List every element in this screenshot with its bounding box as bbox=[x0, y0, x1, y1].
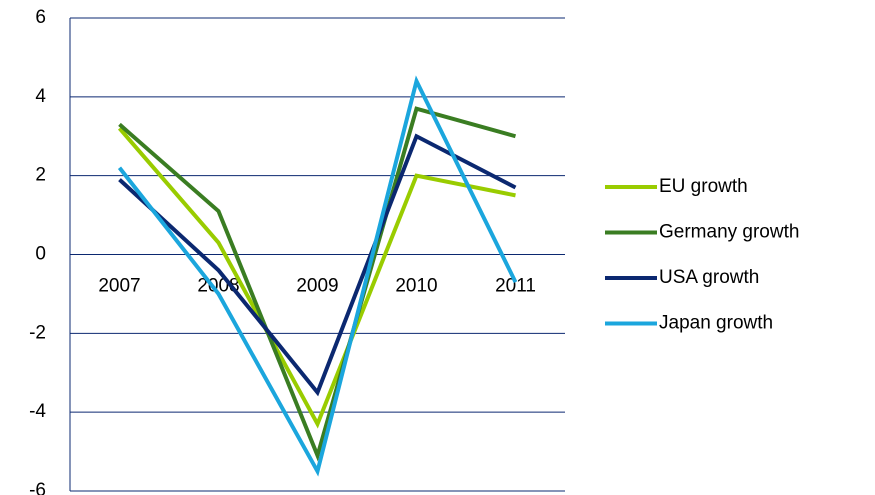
series-line bbox=[117, 127, 516, 429]
x-tick-label: 2007 bbox=[98, 276, 140, 297]
y-tick-label: -4 bbox=[29, 401, 46, 422]
legend-label: EU growth bbox=[659, 176, 748, 197]
legend-label: Japan growth bbox=[659, 313, 773, 334]
y-tick-label: 0 bbox=[35, 244, 46, 265]
y-tick-label: 6 bbox=[35, 7, 46, 28]
legend-label: USA growth bbox=[659, 267, 759, 288]
y-tick-label: -2 bbox=[29, 322, 46, 343]
series-line bbox=[118, 133, 517, 397]
legend-label: Germany growth bbox=[659, 222, 799, 243]
y-tick-label: 2 bbox=[35, 165, 46, 186]
y-tick-label: -6 bbox=[29, 480, 46, 495]
series-line bbox=[117, 75, 518, 477]
x-tick-label: 2010 bbox=[395, 276, 437, 297]
x-tick-label: 2009 bbox=[296, 276, 338, 297]
y-tick-label: 4 bbox=[35, 86, 46, 107]
series-line bbox=[118, 106, 517, 462]
x-tick-label: 2011 bbox=[495, 276, 536, 297]
